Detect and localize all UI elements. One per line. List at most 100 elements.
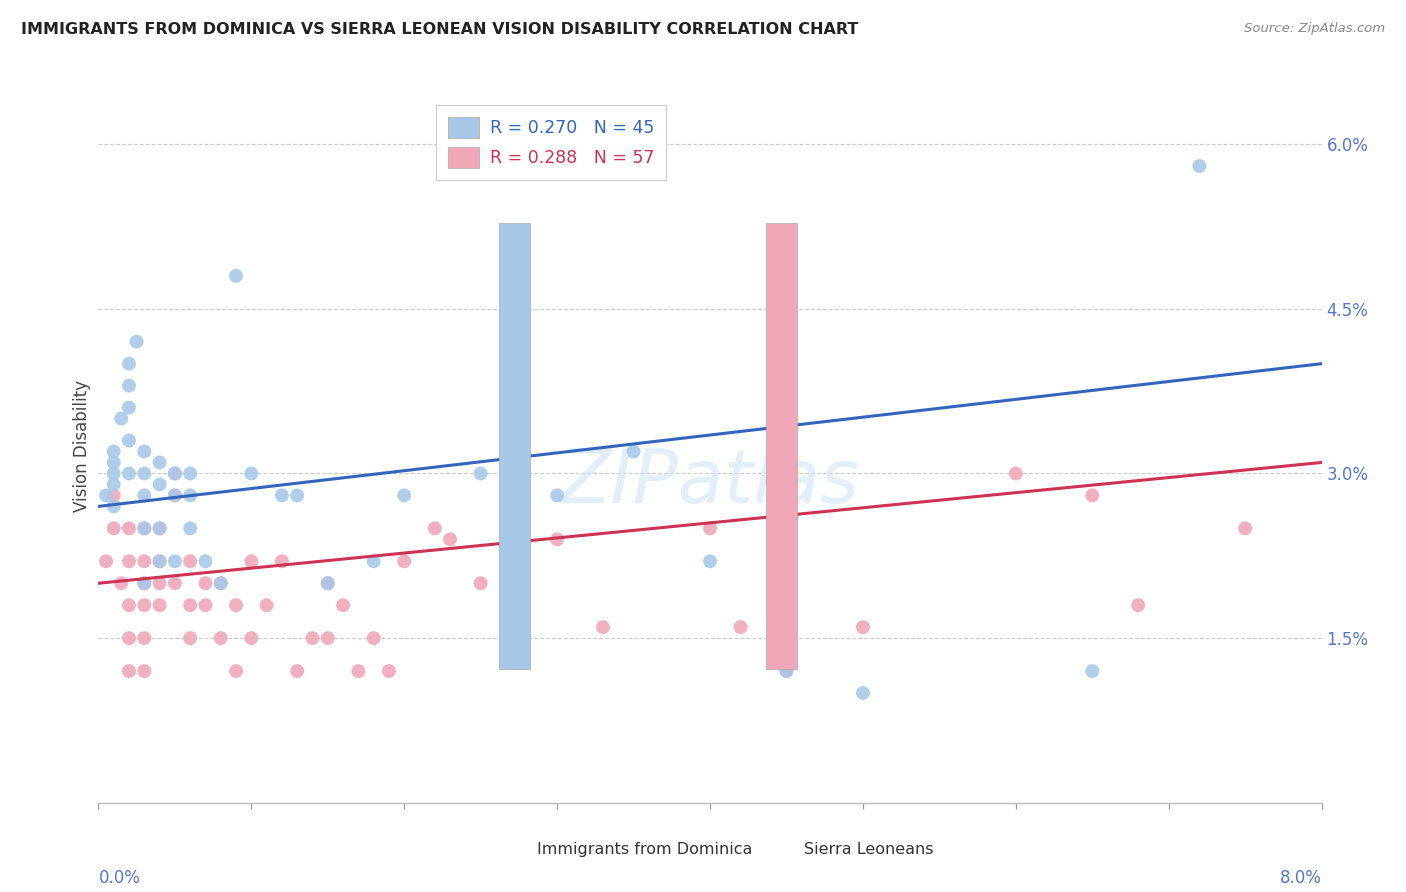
Point: [546, 533, 568, 547]
Point: [225, 664, 247, 678]
Point: [103, 455, 125, 469]
Point: [103, 488, 125, 502]
Point: [775, 664, 797, 678]
Point: [149, 521, 172, 535]
Point: [118, 631, 141, 645]
Point: [149, 455, 172, 469]
Point: [240, 631, 263, 645]
Point: [1081, 664, 1104, 678]
Point: [194, 576, 217, 591]
Point: [285, 664, 308, 678]
Point: [209, 576, 232, 591]
Text: Immigrants from Dominica: Immigrants from Dominica: [537, 842, 752, 856]
Point: [363, 631, 385, 645]
Point: [316, 631, 339, 645]
Point: [378, 664, 401, 678]
Point: [134, 521, 156, 535]
Point: [194, 554, 217, 568]
Point: [118, 378, 141, 392]
Point: [134, 576, 156, 591]
Point: [118, 357, 141, 371]
Point: [546, 488, 568, 502]
Point: [439, 533, 461, 547]
Point: [110, 411, 132, 425]
Point: [110, 576, 132, 591]
Point: [270, 554, 294, 568]
Point: [103, 521, 125, 535]
Point: [134, 664, 156, 678]
Point: [103, 500, 125, 514]
Text: 0.0%: 0.0%: [98, 869, 141, 887]
Point: [730, 620, 752, 634]
Point: [240, 554, 263, 568]
Point: [94, 554, 117, 568]
Point: [163, 467, 186, 481]
Point: [301, 631, 323, 645]
Point: [699, 554, 721, 568]
Point: [149, 554, 172, 568]
Point: [163, 467, 186, 481]
Point: [134, 598, 156, 612]
Point: [103, 477, 125, 491]
Point: [225, 268, 247, 283]
Point: [103, 467, 125, 481]
Text: ZIPatlas: ZIPatlas: [560, 446, 860, 517]
Point: [149, 554, 172, 568]
Point: [1188, 159, 1211, 173]
Point: [470, 467, 492, 481]
Point: [134, 444, 156, 458]
Point: [163, 576, 186, 591]
Point: [1004, 467, 1026, 481]
Point: [852, 620, 875, 634]
Point: [134, 488, 156, 502]
Point: [118, 521, 141, 535]
Point: [179, 488, 201, 502]
Point: [149, 598, 172, 612]
Point: [149, 521, 172, 535]
Point: [225, 598, 247, 612]
Point: [363, 554, 385, 568]
Point: [1128, 598, 1150, 612]
Point: [118, 467, 141, 481]
Point: [209, 576, 232, 591]
Point: [470, 576, 492, 591]
Point: [852, 686, 875, 700]
Point: [125, 334, 148, 349]
Point: [149, 477, 172, 491]
Point: [179, 521, 201, 535]
Y-axis label: Vision Disability: Vision Disability: [73, 380, 91, 512]
Text: 8.0%: 8.0%: [1279, 869, 1322, 887]
Point: [118, 598, 141, 612]
Point: [134, 576, 156, 591]
Point: [118, 434, 141, 448]
Point: [94, 488, 117, 502]
Point: [163, 488, 186, 502]
Point: [194, 598, 217, 612]
Point: [103, 444, 125, 458]
Text: IMMIGRANTS FROM DOMINICA VS SIERRA LEONEAN VISION DISABILITY CORRELATION CHART: IMMIGRANTS FROM DOMINICA VS SIERRA LEONE…: [21, 22, 859, 37]
Point: [592, 620, 614, 634]
Text: Sierra Leoneans: Sierra Leoneans: [804, 842, 934, 856]
Point: [179, 598, 201, 612]
Point: [332, 598, 354, 612]
Point: [179, 467, 201, 481]
Point: [118, 401, 141, 415]
Point: [347, 664, 370, 678]
Legend: R = 0.270   N = 45, R = 0.288   N = 57: R = 0.270 N = 45, R = 0.288 N = 57: [436, 105, 666, 180]
Point: [118, 554, 141, 568]
Point: [118, 664, 141, 678]
Point: [134, 467, 156, 481]
Point: [285, 488, 308, 502]
Point: [134, 521, 156, 535]
Point: [316, 576, 339, 591]
Point: [134, 631, 156, 645]
Text: Source: ZipAtlas.com: Source: ZipAtlas.com: [1244, 22, 1385, 36]
Point: [423, 521, 446, 535]
Point: [240, 467, 263, 481]
Point: [1081, 488, 1104, 502]
Point: [179, 554, 201, 568]
Point: [163, 554, 186, 568]
Point: [163, 488, 186, 502]
Point: [1234, 521, 1257, 535]
Point: [256, 598, 278, 612]
